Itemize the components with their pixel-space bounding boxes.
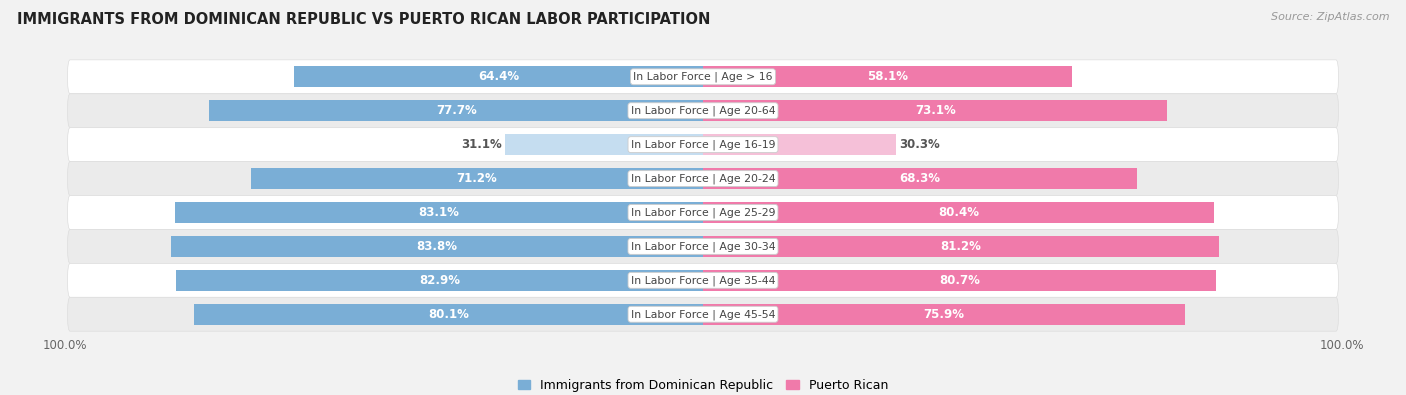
FancyBboxPatch shape: [67, 263, 1339, 297]
FancyBboxPatch shape: [67, 60, 1339, 94]
Text: In Labor Force | Age 35-44: In Labor Force | Age 35-44: [631, 275, 775, 286]
Text: In Labor Force | Age 25-29: In Labor Force | Age 25-29: [631, 207, 775, 218]
Bar: [170, 236, 703, 257]
Text: In Labor Force | Age > 16: In Labor Force | Age > 16: [633, 71, 773, 82]
Text: 58.1%: 58.1%: [868, 70, 908, 83]
Bar: [294, 66, 703, 87]
Bar: [703, 202, 1213, 223]
FancyBboxPatch shape: [67, 297, 1339, 331]
Text: 31.1%: 31.1%: [461, 138, 502, 151]
Text: In Labor Force | Age 30-34: In Labor Force | Age 30-34: [631, 241, 775, 252]
Text: 80.1%: 80.1%: [427, 308, 470, 321]
Text: Source: ZipAtlas.com: Source: ZipAtlas.com: [1271, 12, 1389, 22]
FancyBboxPatch shape: [67, 128, 1339, 162]
Text: 82.9%: 82.9%: [419, 274, 460, 287]
Bar: [174, 202, 703, 223]
Text: 64.4%: 64.4%: [478, 70, 519, 83]
Text: 100.0%: 100.0%: [42, 339, 87, 352]
Text: 81.2%: 81.2%: [941, 240, 981, 253]
Text: 83.1%: 83.1%: [419, 206, 460, 219]
FancyBboxPatch shape: [67, 162, 1339, 196]
Bar: [703, 168, 1137, 189]
FancyBboxPatch shape: [67, 196, 1339, 229]
Bar: [703, 304, 1185, 325]
Bar: [703, 100, 1167, 121]
Text: In Labor Force | Age 16-19: In Labor Force | Age 16-19: [631, 139, 775, 150]
Text: 71.2%: 71.2%: [457, 172, 498, 185]
Text: In Labor Force | Age 45-54: In Labor Force | Age 45-54: [631, 309, 775, 320]
Legend: Immigrants from Dominican Republic, Puerto Rican: Immigrants from Dominican Republic, Puer…: [513, 374, 893, 395]
Text: IMMIGRANTS FROM DOMINICAN REPUBLIC VS PUERTO RICAN LABOR PARTICIPATION: IMMIGRANTS FROM DOMINICAN REPUBLIC VS PU…: [17, 12, 710, 27]
Text: 75.9%: 75.9%: [924, 308, 965, 321]
Bar: [703, 66, 1073, 87]
FancyBboxPatch shape: [67, 94, 1339, 128]
Text: In Labor Force | Age 20-64: In Labor Force | Age 20-64: [631, 105, 775, 116]
Text: 77.7%: 77.7%: [436, 104, 477, 117]
Text: 30.3%: 30.3%: [898, 138, 939, 151]
Bar: [505, 134, 703, 155]
Bar: [209, 100, 703, 121]
Bar: [703, 134, 896, 155]
Bar: [703, 236, 1219, 257]
Text: 80.4%: 80.4%: [938, 206, 979, 219]
Text: 100.0%: 100.0%: [1319, 339, 1364, 352]
Text: In Labor Force | Age 20-24: In Labor Force | Age 20-24: [631, 173, 775, 184]
Bar: [176, 270, 703, 291]
Bar: [194, 304, 703, 325]
Text: 83.8%: 83.8%: [416, 240, 457, 253]
Bar: [703, 270, 1216, 291]
Text: 80.7%: 80.7%: [939, 274, 980, 287]
Text: 68.3%: 68.3%: [900, 172, 941, 185]
Text: 73.1%: 73.1%: [915, 104, 956, 117]
Bar: [250, 168, 703, 189]
FancyBboxPatch shape: [67, 229, 1339, 263]
